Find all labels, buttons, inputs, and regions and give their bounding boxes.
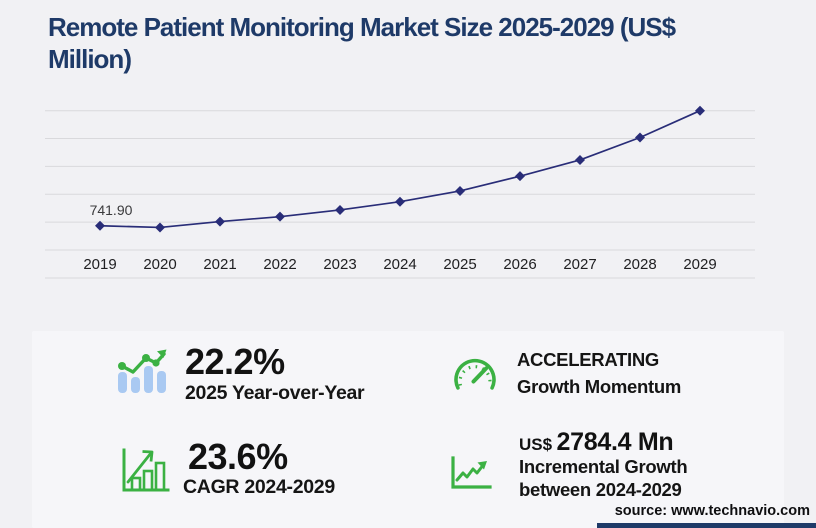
marker-2025 xyxy=(455,185,465,196)
marker-2027 xyxy=(575,154,585,165)
x-axis-label-2021: 2021 xyxy=(203,256,236,273)
x-axis-label-2029: 2029 xyxy=(683,256,716,273)
x-axis-label-2026: 2026 xyxy=(503,256,536,273)
marker-2022 xyxy=(275,211,285,222)
chart-canvas: 2019 2020 2021 2022 2023 2024 2025 2026 2027 2028… xyxy=(45,105,755,279)
x-axis-label-2025: 2025 xyxy=(443,256,476,273)
marker-2026 xyxy=(515,171,525,182)
momentum-line2: Growth Momentum xyxy=(517,376,682,397)
incremental-label-line1: Incremental Growth xyxy=(519,456,688,477)
x-axis-label-2020: 2020 xyxy=(143,256,176,273)
marker-2029 xyxy=(695,105,705,116)
yoy-value: 22.2% xyxy=(185,341,285,382)
source-credit: source: www.technavio.com xyxy=(614,503,810,519)
x-axis-label-2019: 2019 xyxy=(83,256,116,273)
incremental-value: 2784.4 Mn xyxy=(556,428,674,456)
cagr-value: 23.6% xyxy=(188,436,288,477)
incremental-label-line2: between 2024-2029 xyxy=(519,479,682,500)
marker-2023 xyxy=(335,204,345,215)
data-label-2019: 741.90 xyxy=(90,202,133,218)
x-axis-label-2024: 2024 xyxy=(383,256,416,273)
momentum-line1: ACCELERATING xyxy=(517,349,659,370)
bar-chart-trend-icon xyxy=(118,349,167,393)
marker-2020 xyxy=(155,222,165,233)
incremental-value-line: US$ 2784.4 Mn xyxy=(519,428,674,457)
marker-2024 xyxy=(395,196,405,207)
bar-chart-growth-icon xyxy=(122,448,170,492)
x-axis-label-2028: 2028 xyxy=(623,256,656,273)
x-axis-label-2027: 2027 xyxy=(563,256,596,273)
yoy-label: 2025 Year-over-Year xyxy=(185,382,365,404)
marker-2019 xyxy=(95,220,105,231)
incremental-currency: US$ xyxy=(519,435,553,454)
market-size-line-chart: 2019 2020 2021 2022 2023 2024 2025 2026 2027 2028… xyxy=(40,95,760,287)
cagr-label: CAGR 2024-2029 xyxy=(183,476,335,498)
marker-2028 xyxy=(635,132,645,143)
x-axis-label-2023: 2023 xyxy=(323,256,356,273)
x-axis-label-2022: 2022 xyxy=(263,256,296,273)
bottom-accent-bar xyxy=(597,523,816,528)
line-chart-growth-icon xyxy=(451,456,492,489)
series-line xyxy=(99,109,701,229)
speedometer-icon xyxy=(454,358,496,390)
marker-2021 xyxy=(215,216,225,227)
page-title: Remote Patient Monitoring Market Size 20… xyxy=(48,12,676,74)
